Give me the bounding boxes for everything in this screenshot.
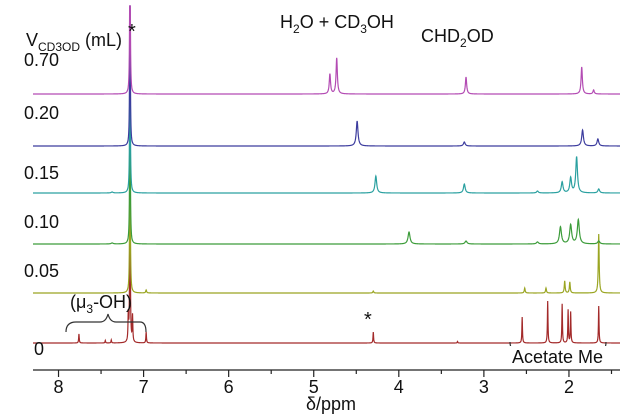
spectrum-trace-0-10 (33, 43, 620, 245)
x-axis-label: δ/ppm (306, 394, 356, 414)
h2o-cd3oh-label: H2O + CD3OH (280, 12, 394, 36)
x-tick-label-8: 8 (54, 377, 64, 397)
spectrum-trace-0-20 (33, 5, 620, 147)
series-label-0-70: 0.70 (24, 50, 59, 70)
series-label-0-05: 0.05 (24, 261, 59, 281)
mu3-oh-label: (μ3-OH) (70, 292, 132, 316)
x-tick-label-2: 2 (564, 377, 574, 397)
x-tick-label-3: 3 (479, 377, 489, 397)
series-label-0-15: 0.15 (24, 163, 59, 183)
x-tick-label-5: 5 (309, 377, 319, 397)
spectrum-trace-0-70 (33, 5, 620, 95)
x-tick-label-7: 7 (139, 377, 149, 397)
star-annotation-solvent: * (128, 21, 136, 43)
series-label-0-20: 0.20 (24, 103, 59, 123)
chd2od-label: CHD2OD (421, 26, 494, 50)
series-label-0: 0 (34, 339, 44, 359)
spectrum-trace-0-15 (33, 5, 620, 194)
star-annotation-4-3ppm: * (364, 309, 372, 331)
x-tick-label-4: 4 (394, 377, 404, 397)
series-labels: 0 0.05 0.10 0.15 0.20 0.70 (24, 50, 59, 359)
legend-title: VCD3OD (mL) (26, 30, 122, 54)
mu3-oh-brace (65, 313, 147, 333)
x-axis: 8 7 6 5 4 3 2 (33, 369, 620, 397)
spectrum-trace-0-05 (33, 92, 620, 294)
spectrum-trace-0 (33, 141, 620, 344)
acetate-me-label: Acetate Me (512, 347, 603, 367)
acetate-label-box (504, 346, 616, 368)
x-tick-label-6: 6 (224, 377, 234, 397)
series-label-0-10: 0.10 (24, 212, 59, 232)
spectra-traces (33, 5, 620, 344)
